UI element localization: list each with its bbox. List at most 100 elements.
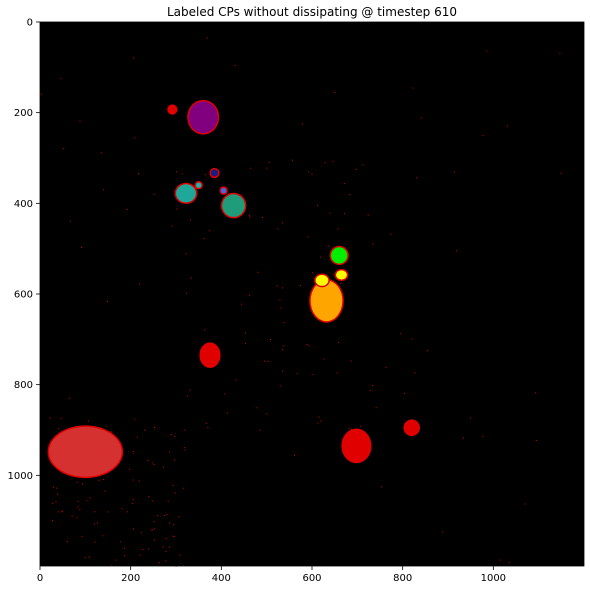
speckle <box>77 482 78 483</box>
speckle <box>139 284 140 285</box>
speckle <box>176 171 177 172</box>
speckle <box>245 332 246 333</box>
speckle <box>154 528 155 529</box>
speckle <box>52 520 53 521</box>
speckle <box>463 438 464 439</box>
speckle <box>266 168 267 169</box>
speckle <box>72 516 73 517</box>
speckle <box>524 504 525 505</box>
speckle <box>67 541 68 542</box>
speckle <box>308 345 309 346</box>
speckle <box>174 460 175 461</box>
speckle <box>370 390 371 391</box>
purple-blob-core <box>189 101 218 133</box>
speckle <box>70 221 71 222</box>
small-red-dot-top-core <box>169 106 176 113</box>
speckle <box>320 421 321 422</box>
yellow-blob-a-core <box>316 275 329 286</box>
speckle <box>157 515 158 516</box>
speckle <box>127 209 128 210</box>
speckle <box>154 194 155 195</box>
speckle <box>129 469 130 470</box>
speckle <box>61 418 62 419</box>
speckle <box>168 501 169 502</box>
speckle <box>104 491 105 492</box>
speckle <box>368 215 369 216</box>
speckle <box>173 536 174 537</box>
speckle <box>186 293 187 294</box>
speckle <box>351 361 352 362</box>
speckle <box>281 307 282 308</box>
speckle <box>175 493 176 494</box>
speckle <box>258 272 259 273</box>
y-tick-label: 800 <box>14 380 33 391</box>
x-tick-label: 800 <box>393 573 412 584</box>
speckle <box>297 373 298 374</box>
speckle <box>207 37 208 38</box>
speckle <box>154 540 155 541</box>
speckle <box>164 515 165 516</box>
speckle <box>115 560 116 561</box>
speckle <box>404 393 405 394</box>
speckle <box>154 427 155 428</box>
speckle <box>52 503 53 504</box>
speckle <box>169 522 170 523</box>
speckle <box>174 536 175 537</box>
speckle <box>148 496 149 497</box>
orange-cluster-core <box>311 280 343 321</box>
speckle <box>81 536 82 537</box>
speckle <box>442 531 443 532</box>
speckle <box>179 516 180 517</box>
speckle <box>133 480 134 481</box>
speckle <box>317 423 318 424</box>
speckle <box>185 253 186 254</box>
green-blob <box>330 246 349 265</box>
speckle <box>277 228 278 229</box>
speckle <box>400 333 401 334</box>
speckle <box>300 285 301 286</box>
speckle <box>312 272 313 273</box>
speckle <box>282 287 283 288</box>
speckle <box>154 464 155 465</box>
speckle <box>535 392 536 393</box>
speckle <box>454 172 455 173</box>
speckle <box>416 177 417 178</box>
speckle <box>134 419 135 420</box>
speckle <box>486 50 487 51</box>
speckle <box>284 322 285 323</box>
large-red-region <box>48 425 124 478</box>
speckle <box>421 117 422 118</box>
speckle <box>97 522 98 523</box>
speckle <box>262 217 263 218</box>
speckle <box>390 234 391 235</box>
red-blob-lower-center-core <box>343 430 370 462</box>
speckle <box>108 511 109 512</box>
speckle <box>58 511 59 512</box>
y-tick-label: 400 <box>14 199 33 210</box>
speckle <box>169 452 170 453</box>
speckle <box>63 148 64 149</box>
yellow-blob-b <box>335 269 349 281</box>
speckle <box>372 385 373 386</box>
speckle <box>103 479 104 480</box>
speckle <box>329 213 330 214</box>
small-blue-dot <box>219 186 227 194</box>
speckle <box>191 278 192 279</box>
speckle <box>344 183 345 184</box>
speckle <box>171 434 172 435</box>
speckle <box>224 393 225 394</box>
speckle <box>95 542 96 543</box>
y-axis: 0 200 400 600 800 1000 <box>8 18 40 482</box>
speckle <box>163 467 164 468</box>
speckle <box>373 244 374 245</box>
speckle <box>166 551 167 552</box>
speckle <box>308 171 309 172</box>
speckle <box>159 562 160 563</box>
speckle <box>282 222 283 223</box>
speckle <box>187 396 188 397</box>
speckle <box>152 500 153 501</box>
speckle <box>227 413 228 414</box>
speckle <box>249 295 250 296</box>
speckle <box>148 548 149 549</box>
